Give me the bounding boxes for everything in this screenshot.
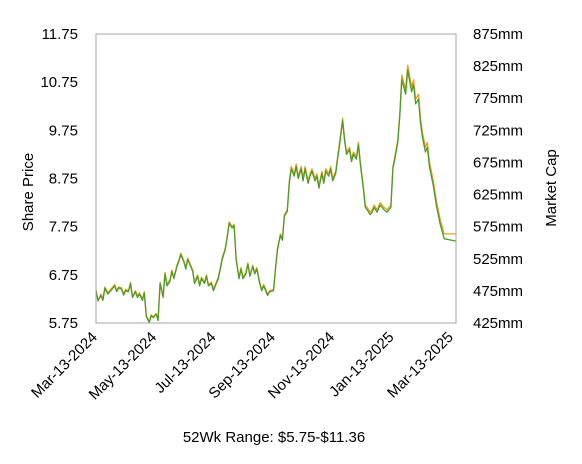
market-cap-line: [95, 69, 457, 324]
y-right-axis-ticks: 425mm 475mm 525mm 575mm 625mm 675mm 725mm 775mm…: [473, 26, 523, 332]
share-price-line: [95, 64, 456, 323]
plot-area-frame: [95, 33, 457, 324]
y-left-tick-label: 11.75: [42, 26, 78, 43]
y-right-tick-label: 575mm: [473, 219, 523, 236]
y-axis-right-title: Market Cap: [543, 149, 560, 227]
series-lines: [95, 64, 457, 324]
y-right-tick-label: 875mm: [473, 26, 523, 43]
y-left-tick-label: 5.75: [49, 315, 78, 332]
y-left-tick-label: 7.75: [49, 219, 78, 236]
y-axis-left-title: Share Price: [20, 153, 37, 231]
y-left-tick-label: 6.75: [49, 267, 78, 284]
x-axis-ticks: Mar-13-2024May-13-2024Jul-13-2024Sep-13-…: [28, 329, 457, 404]
y-left-tick-label: 8.75: [49, 171, 78, 188]
y-right-tick-label: 775mm: [473, 90, 523, 107]
y-left-tick-label: 9.75: [49, 122, 78, 139]
y-right-tick-label: 475mm: [473, 283, 523, 300]
y-left-tick-label: 10.75: [40, 74, 78, 91]
y-right-tick-label: 625mm: [473, 187, 523, 204]
y-left-axis-ticks: 5.75 6.75 7.75 8.75 9.75 10.75 11.75: [40, 26, 78, 332]
y-right-tick-label: 725mm: [473, 122, 523, 139]
y-right-tick-label: 675mm: [473, 154, 523, 171]
y-right-tick-label: 825mm: [473, 58, 523, 75]
y-right-tick-label: 425mm: [473, 315, 523, 332]
52-week-range-label: 52Wk Range: $5.75-$11.36: [182, 429, 366, 446]
y-right-tick-label: 525mm: [473, 251, 523, 268]
